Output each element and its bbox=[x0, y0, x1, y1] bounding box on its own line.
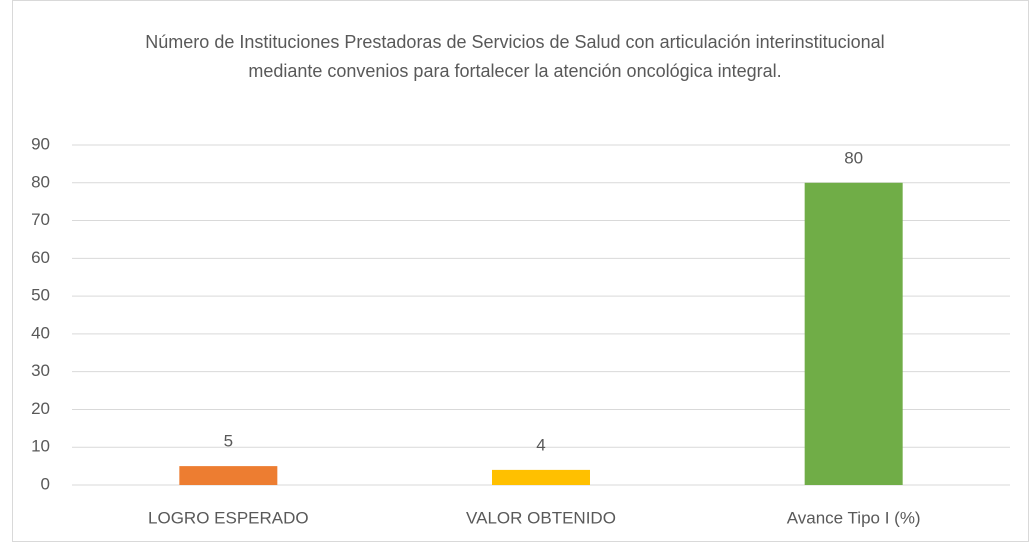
x-tick-label: LOGRO ESPERADO bbox=[148, 508, 309, 527]
bar bbox=[179, 466, 278, 485]
y-tick-label: 30 bbox=[31, 361, 50, 380]
y-tick-label: 50 bbox=[31, 286, 50, 305]
data-label: 4 bbox=[536, 435, 545, 454]
data-label: 5 bbox=[224, 432, 233, 451]
y-tick-label: 70 bbox=[31, 210, 50, 229]
bar bbox=[492, 469, 590, 485]
y-tick-label: 60 bbox=[31, 248, 50, 267]
bar bbox=[804, 182, 903, 485]
y-tick-label: 0 bbox=[41, 474, 50, 493]
x-tick-label: Avance Tipo I (%) bbox=[787, 508, 921, 527]
x-tick-label: VALOR OBTENIDO bbox=[466, 508, 616, 527]
data-label: 80 bbox=[844, 148, 863, 167]
y-tick-label: 20 bbox=[31, 399, 50, 418]
chart-title: Número de Instituciones Prestadoras de S… bbox=[145, 32, 885, 81]
y-tick-label: 10 bbox=[31, 437, 50, 456]
y-tick-label: 80 bbox=[31, 172, 50, 191]
y-tick-label: 40 bbox=[31, 323, 50, 342]
y-tick-label: 90 bbox=[31, 134, 50, 153]
